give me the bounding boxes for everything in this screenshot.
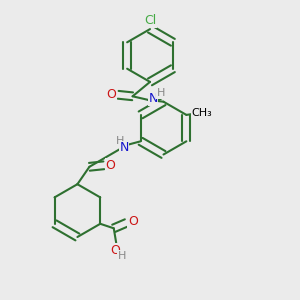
Text: O: O [110,244,120,257]
Text: Cl: Cl [144,14,156,27]
Text: O: O [106,159,115,172]
Text: H: H [116,136,125,146]
Text: O: O [128,215,138,228]
Text: N: N [148,92,158,105]
Text: O: O [107,88,116,101]
Text: H: H [157,88,165,98]
Text: N: N [119,141,129,154]
Text: H: H [117,250,126,261]
Text: CH₃: CH₃ [192,107,212,118]
